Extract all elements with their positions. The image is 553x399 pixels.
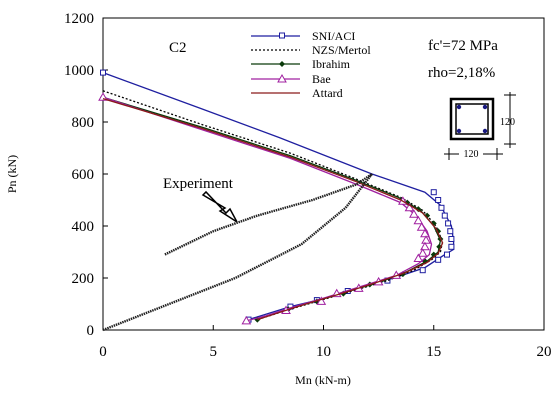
data-point-bae (241, 315, 252, 325)
legend-item-nzs-mertol: NZS/Mertol (251, 43, 371, 57)
data-point-sni-aci (443, 251, 450, 258)
x-axis-label: Mn (kN-m) (295, 373, 351, 387)
data-point-bae (413, 253, 424, 262)
series-attard (102, 97, 444, 321)
y-tick-label: 1000 (64, 63, 94, 79)
legend-label-ibrahim: Ibrahim (312, 57, 351, 71)
y-tick-label: 400 (72, 219, 95, 235)
data-point-bae (417, 248, 428, 257)
series-ibrahim (100, 94, 444, 323)
legend-item-bae: Bae (251, 72, 331, 86)
cross-section-icon (449, 97, 495, 141)
legend: SNI/ACI NZS/Mertol Ibrahim Bae Attard (251, 29, 371, 100)
dimension-vertical: 120 (500, 92, 516, 148)
y-axis-ticks: 0 200 400 600 800 1000 1200 (64, 11, 108, 339)
data-point-sni-aci (447, 228, 454, 235)
legend-item-ibrahim: Ibrahim (251, 57, 351, 71)
dimension-vertical-label: 120 (500, 117, 515, 128)
series-line-ibrahim (102, 96, 442, 321)
series-line-sni-aci (102, 71, 455, 321)
data-point-sni-aci (419, 267, 426, 274)
y-tick-label: 0 (87, 323, 95, 339)
data-point-bae (316, 296, 327, 305)
data-point-sni-aci (445, 220, 452, 227)
chart-title: C2 (169, 40, 187, 56)
y-tick-label: 200 (72, 271, 95, 287)
data-point-bae (416, 222, 427, 231)
legend-item-attard: Attard (251, 86, 343, 100)
data-point-sni-aci (438, 204, 445, 211)
legend-item-sni-aci: SNI/ACI (251, 29, 355, 43)
fc-annotation: fc'=72 MPa (428, 38, 498, 54)
data-point-sni-aci (100, 69, 106, 76)
series-line-attard (102, 97, 444, 321)
legend-label-nzs-mertol: NZS/Mertol (312, 43, 371, 57)
data-point-bae (404, 202, 415, 212)
series-nzs-mertol (102, 90, 444, 321)
y-tick-label: 1200 (64, 11, 94, 27)
experiment-arrow (201, 190, 238, 223)
x-tick-label: 10 (316, 344, 331, 360)
series-bae (98, 92, 433, 325)
series-line-bae (102, 96, 433, 322)
data-point-sni-aci (448, 243, 455, 250)
data-point-bae (420, 228, 430, 238)
series-line-nzs-mertol (102, 90, 444, 321)
data-point-bae (420, 241, 430, 251)
x-axis-ticks: 0 5 10 15 20 (99, 325, 552, 360)
x-tick-label: 0 (99, 344, 107, 360)
legend-label-attard: Attard (312, 86, 343, 100)
legend-label-bae: Bae (312, 72, 331, 86)
y-tick-label: 800 (72, 115, 95, 131)
data-point-sni-aci (448, 236, 455, 242)
x-tick-label: 5 (210, 344, 218, 360)
dimension-horizontal-label: 120 (464, 149, 479, 160)
data-point-bae (413, 215, 424, 225)
data-point-sni-aci (435, 197, 442, 203)
data-point-sni-aci (430, 189, 437, 196)
data-point-sni-aci (435, 256, 442, 263)
rho-annotation: rho=2,18% (428, 65, 495, 81)
data-point-sni-aci (441, 212, 448, 219)
experiment-label: Experiment (163, 176, 234, 192)
data-point-bae (421, 235, 431, 244)
x-tick-label: 15 (426, 344, 441, 360)
x-tick-label: 20 (537, 344, 552, 360)
legend-label-sni-aci: SNI/ACI (312, 29, 355, 43)
series-line-experiment (102, 173, 373, 332)
series-layer (98, 69, 455, 332)
data-point-bae (409, 209, 419, 218)
y-axis-label: Pn (kN) (5, 155, 19, 193)
dimension-horizontal: 120 (444, 147, 503, 160)
y-tick-label: 600 (72, 167, 95, 183)
series-experiment (102, 173, 373, 332)
